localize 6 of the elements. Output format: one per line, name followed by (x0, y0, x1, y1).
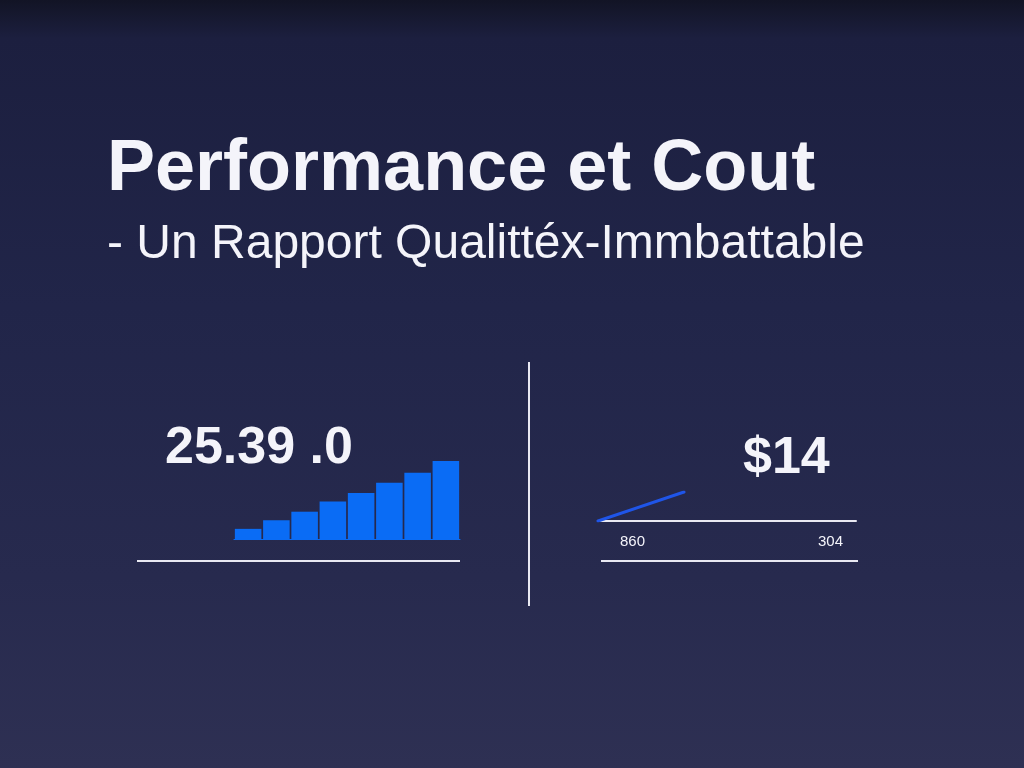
text: - Un Rapport Qualittéx-Immbattable (107, 214, 865, 268)
chart-title: 25.39 .0 (165, 416, 353, 474)
chart-title: $14 (743, 426, 830, 484)
text: Performance et Cout (107, 125, 816, 205)
text: 860 (620, 532, 646, 549)
text: 304 (817, 532, 843, 549)
